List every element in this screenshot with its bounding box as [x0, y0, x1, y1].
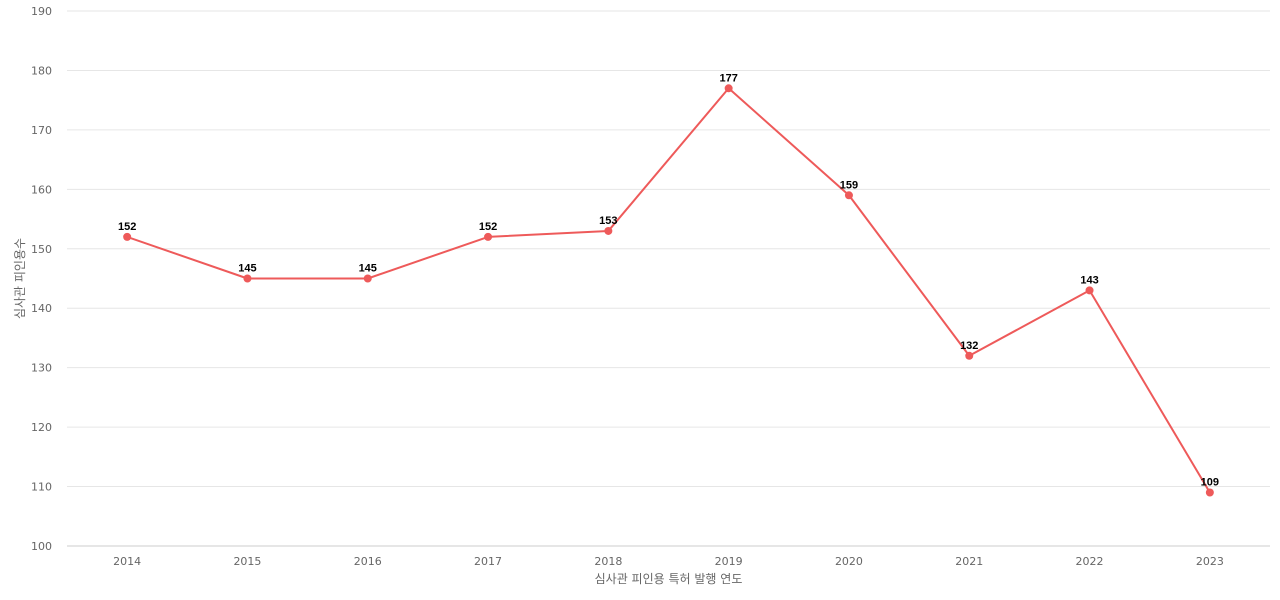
data-point [243, 274, 252, 283]
data-label: 145 [238, 263, 256, 275]
y-tick-label: 130 [31, 362, 52, 375]
x-axis-ticks: 2014 2015 2016 2017 2018 2019 2020 2021 2022 2023 [113, 555, 1224, 568]
series-line [126, 87, 1211, 494]
data-label: 152 [479, 221, 497, 233]
data-label: 152 [118, 221, 136, 233]
data-point [363, 274, 372, 283]
x-tick-label: 2018 [594, 555, 622, 568]
series-line-group [126, 87, 1211, 494]
x-tick-label: 2014 [113, 555, 141, 568]
y-tick-label: 170 [31, 124, 52, 137]
x-tick-label: 2021 [955, 555, 983, 568]
data-points [123, 84, 1214, 497]
x-tick-label: 2017 [474, 555, 502, 568]
y-axis-ticks: 100 110 120 130 140 150 160 170 180 190 [31, 5, 52, 553]
data-label: 145 [359, 263, 377, 275]
x-tick-label: 2015 [233, 555, 261, 568]
data-labels: 152 145 145 152 153 177 159 132 143 109 [118, 72, 1219, 488]
x-tick-label: 2016 [354, 555, 382, 568]
x-tick-label: 2022 [1076, 555, 1104, 568]
data-point [724, 84, 733, 93]
x-axis-title: 심사관 피인용 특허 발행 연도 [595, 571, 743, 586]
y-axis-title: 심사관 피인용수 [13, 238, 27, 319]
data-point [1205, 488, 1214, 497]
data-label: 143 [1080, 274, 1098, 286]
data-label: 153 [599, 215, 617, 227]
y-tick-label: 120 [31, 421, 52, 434]
data-label: 109 [1201, 477, 1219, 489]
data-point [123, 232, 132, 241]
data-point [484, 232, 493, 241]
x-tick-label: 2020 [835, 555, 863, 568]
data-point [844, 191, 853, 200]
y-tick-label: 150 [31, 243, 52, 256]
y-tick-label: 160 [31, 183, 52, 196]
y-tick-label: 140 [31, 302, 52, 315]
y-tick-label: 190 [31, 5, 52, 18]
data-point [1085, 286, 1094, 295]
gridlines [67, 10, 1270, 547]
data-point [965, 351, 974, 360]
data-label: 159 [840, 179, 858, 191]
x-tick-label: 2023 [1196, 555, 1224, 568]
data-point [604, 226, 613, 235]
data-label: 132 [960, 340, 978, 352]
y-tick-label: 180 [31, 64, 52, 77]
y-tick-label: 110 [31, 481, 52, 494]
data-label: 177 [719, 72, 737, 84]
x-tick-label: 2019 [715, 555, 743, 568]
y-tick-label: 100 [31, 540, 52, 553]
